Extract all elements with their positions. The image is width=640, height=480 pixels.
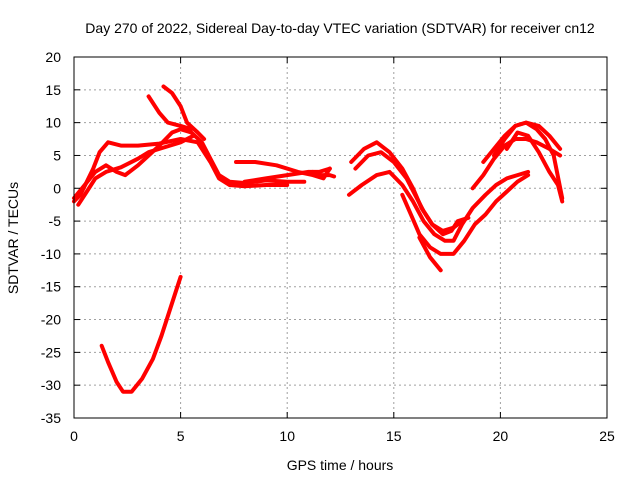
tick-layer: 0 5 10 15 20 25 -35 -30 -25 -20 -15 -10 -5 0 5 10 15 20 xyxy=(41,49,615,444)
y-tick-label: -25 xyxy=(41,344,61,360)
series-track-18 xyxy=(99,274,183,394)
series-track-11 xyxy=(347,169,531,243)
y-tick-label: -15 xyxy=(41,279,61,295)
y-tick-label: -30 xyxy=(41,377,61,393)
series-layer xyxy=(72,84,565,394)
y-tick-label: -5 xyxy=(49,213,62,229)
x-tick-label: 10 xyxy=(279,428,295,444)
plot-frame xyxy=(73,56,608,419)
x-tick-label: 0 xyxy=(70,428,78,444)
chart-title: Day 270 of 2022, Sidereal Day-to-day VTE… xyxy=(85,20,595,36)
series-track-10 xyxy=(353,150,464,233)
series-track-17 xyxy=(504,130,565,204)
y-tick-label: 10 xyxy=(45,115,61,131)
series-track-5 xyxy=(161,84,207,141)
series-track-7 xyxy=(242,166,332,184)
grid-layer xyxy=(74,57,607,418)
series-track-3 xyxy=(76,133,196,207)
y-tick-label: -20 xyxy=(41,312,61,328)
x-axis-label: GPS time / hours xyxy=(287,457,394,473)
y-tick-label: -35 xyxy=(41,410,61,426)
y-tick-label: 0 xyxy=(53,180,61,196)
series-track-13 xyxy=(417,235,443,273)
y-tick-label: 15 xyxy=(45,82,61,98)
x-tick-label: 5 xyxy=(177,428,185,444)
series-track-16 xyxy=(492,120,565,201)
y-tick-label: 5 xyxy=(53,147,61,163)
series-track-4 xyxy=(146,94,194,132)
series-track-8 xyxy=(310,169,337,179)
y-tick-label: 20 xyxy=(45,49,61,65)
series-track-12 xyxy=(400,173,531,256)
x-tick-label: 25 xyxy=(599,428,615,444)
x-tick-label: 20 xyxy=(493,428,509,444)
x-tick-label: 15 xyxy=(386,428,402,444)
y-tick-label: -10 xyxy=(41,246,61,262)
y-axis-label: SDTVAR / TECUs xyxy=(5,182,21,294)
series-track-2 xyxy=(72,127,307,201)
